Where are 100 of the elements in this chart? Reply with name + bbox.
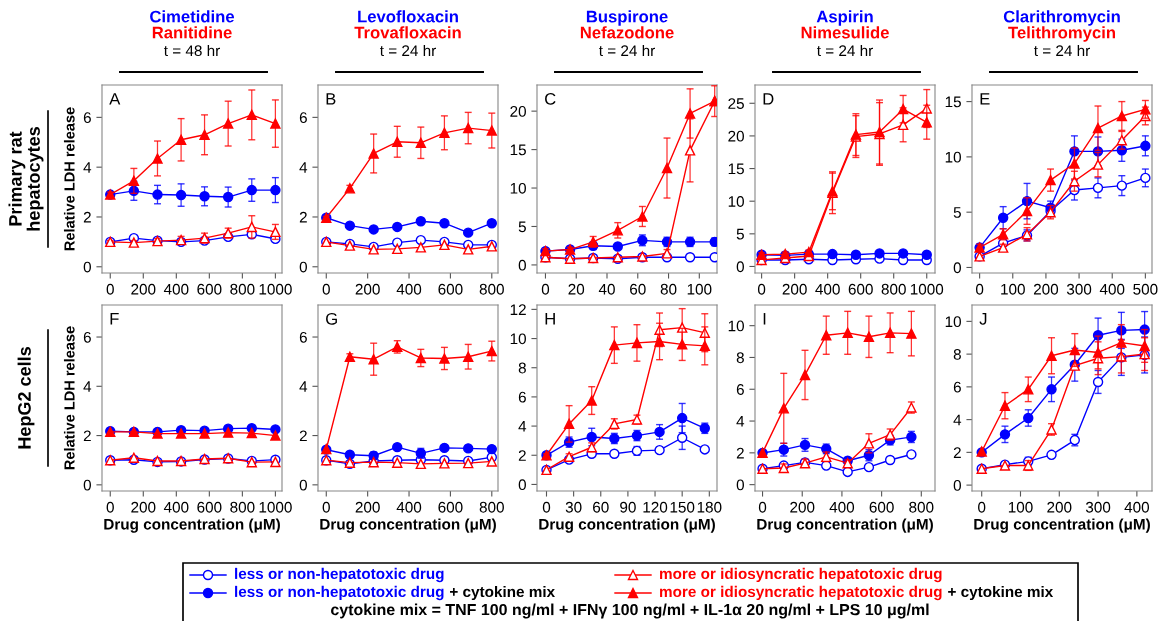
text: Primary rat hepatocytes xyxy=(8,127,44,231)
x-tick-label: 0 xyxy=(322,283,330,295)
y-tick-label: 8 xyxy=(953,348,961,360)
annotation: F xyxy=(110,313,119,325)
x-tick-label: 100 xyxy=(1008,501,1033,513)
x-axis-title: Drug concentration (μM) xyxy=(974,518,1150,533)
x-tick-label: 200 xyxy=(1047,501,1072,513)
x-tick-label: 600 xyxy=(869,501,894,513)
y-tick-label: 6 xyxy=(299,112,307,124)
x-tick-label: 300 xyxy=(1085,501,1111,513)
y-tick-label: 4 xyxy=(83,162,92,173)
x-tick-label: 0 xyxy=(541,283,550,295)
y-tick-label: 0 xyxy=(736,261,744,273)
x-tick-label: 20 xyxy=(568,283,585,295)
y-axis-title: Relative LDH release xyxy=(63,326,75,470)
x-tick-label: 600 xyxy=(438,501,463,513)
y-tick-label: 15 xyxy=(945,96,961,108)
y-tick-label: 0 xyxy=(299,479,307,491)
x-tick-label: 400 xyxy=(1124,501,1150,513)
y-tick-label: 2 xyxy=(299,430,307,442)
y-tick-label: 4 xyxy=(83,381,92,392)
y-tick-label: 10 xyxy=(945,151,961,163)
x-tick-label: 100 xyxy=(1001,283,1025,295)
x-axis-title: Drug concentration (μM) xyxy=(539,518,715,533)
x-tick-label: 500 xyxy=(1133,283,1158,295)
legend-label: more or idiosyncratic hepatotoxic drug xyxy=(660,567,942,583)
x-tick-label: 200 xyxy=(355,283,380,295)
text: t = 24 hr xyxy=(816,44,873,57)
text: t = 24 hr xyxy=(379,44,436,57)
legend-label: less or non-hepatotoxic drug + cytokine mix xyxy=(235,585,555,601)
y-tick-label: 10 xyxy=(728,320,744,332)
y-tick-label: 10 xyxy=(728,196,744,207)
x-tick-label: 600 xyxy=(197,501,222,513)
y-tick-label: 6 xyxy=(736,384,744,395)
annotation: I xyxy=(763,313,766,325)
y-tick-label: 20 xyxy=(510,106,526,117)
y-tick-label: 6 xyxy=(83,112,91,124)
chart-title: Clarithromycin xyxy=(1003,10,1120,26)
x-tick-label: 30 xyxy=(565,501,582,513)
y-tick-label: 6 xyxy=(518,391,526,403)
text: t = 48 hr xyxy=(163,44,220,57)
x-tick-label: 200 xyxy=(1033,283,1059,295)
x-tick-label: 400 xyxy=(163,283,189,295)
x-tick-label: 90 xyxy=(620,501,636,513)
x-tick-label: 0 xyxy=(542,501,551,513)
text: HepG2 cells xyxy=(17,347,35,449)
legend-label: less or non-hepatotoxic drug xyxy=(235,567,444,583)
chart-title: Buspirone xyxy=(586,10,668,26)
y-tick-label: 0 xyxy=(83,261,91,273)
legend-label: more or idiosyncratic hepatotoxic drug + cytokine mix xyxy=(660,585,1054,601)
chart-subtitle: Trovafloxacin xyxy=(354,26,461,39)
x-tick-label: 800 xyxy=(230,501,255,513)
y-tick-label: 4 xyxy=(736,416,745,427)
y-tick-label: 10 xyxy=(510,333,526,345)
y-tick-label: 4 xyxy=(299,381,308,392)
y-tick-label: 6 xyxy=(299,331,307,343)
y-tick-label: 25 xyxy=(728,98,744,109)
chart-subtitle: Nefazodone xyxy=(580,26,674,39)
annotation: A xyxy=(109,93,121,105)
x-tick-label: 60 xyxy=(630,283,646,295)
x-tick-label: 0 xyxy=(978,501,986,513)
x-tick-label: 1000 xyxy=(910,283,944,295)
annotation: H xyxy=(545,313,555,325)
x-tick-label: 200 xyxy=(782,283,807,295)
y-axis-title: Relative LDH release xyxy=(63,107,75,251)
x-tick-label: 400 xyxy=(815,283,840,295)
annotation: B xyxy=(326,93,336,105)
annotation: E xyxy=(980,93,990,105)
y-tick-label: 15 xyxy=(728,163,744,175)
y-tick-label: 4 xyxy=(299,162,308,173)
y-tick-label: 0 xyxy=(299,261,307,273)
x-tick-label: 1000 xyxy=(259,501,292,513)
x-axis-title: Drug concentration (μM) xyxy=(320,518,496,533)
y-tick-label: 10 xyxy=(510,182,526,194)
x-tick-label: 1000 xyxy=(259,283,292,295)
x-tick-label: 400 xyxy=(829,501,855,513)
y-tick-label: 4 xyxy=(518,421,527,432)
y-tick-label: 0 xyxy=(736,479,744,491)
x-tick-label: 0 xyxy=(106,501,114,513)
x-tick-label: 200 xyxy=(131,283,156,295)
y-tick-label: 5 xyxy=(953,207,961,218)
y-tick-label: 12 xyxy=(510,304,526,315)
y-tick-label: 2 xyxy=(953,447,961,458)
x-tick-label: 600 xyxy=(848,283,873,295)
y-tick-label: 5 xyxy=(518,221,526,233)
annotation: G xyxy=(326,312,337,325)
x-tick-label: 200 xyxy=(131,501,156,513)
y-tick-label: 2 xyxy=(518,450,526,461)
x-tick-label: 800 xyxy=(909,501,934,513)
chart-title: Cimetidine xyxy=(150,10,235,23)
x-tick-label: 400 xyxy=(1099,283,1125,295)
x-tick-label: 400 xyxy=(163,501,189,513)
y-tick-label: 20 xyxy=(728,130,744,142)
annotation: J xyxy=(979,313,987,325)
y-tick-label: 10 xyxy=(945,316,961,328)
y-tick-label: 0 xyxy=(518,259,526,271)
y-tick-label: 0 xyxy=(953,262,961,274)
x-tick-label: 80 xyxy=(660,283,677,295)
x-tick-label: 800 xyxy=(881,283,906,295)
annotation: D xyxy=(763,93,774,105)
